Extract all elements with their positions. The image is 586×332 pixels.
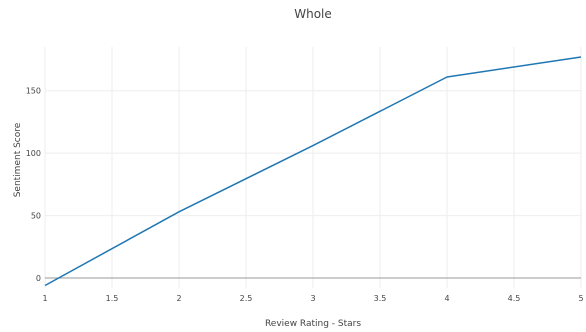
- series-line: [44, 56, 582, 287]
- x-tick-label: 2.5: [240, 294, 253, 303]
- gridlines: [44, 47, 582, 288]
- chart-title: Whole: [294, 7, 332, 21]
- x-tick-label: 5: [578, 294, 583, 303]
- y-tick-label: 100: [26, 149, 41, 158]
- y-axis-ticks: 0 50 100 150: [26, 87, 41, 283]
- x-tick-label: 3.5: [374, 294, 387, 303]
- x-tick-label: 4: [444, 294, 449, 303]
- x-axis-label: Review Rating - Stars: [265, 319, 361, 329]
- y-axis-label: Sentiment Score: [13, 122, 23, 197]
- y-tick-label: 0: [36, 274, 41, 283]
- series-lines: [44, 56, 582, 287]
- x-tick-label: 1: [42, 294, 47, 303]
- x-tick-label: 2: [176, 294, 181, 303]
- x-tick-label: 3: [310, 294, 315, 303]
- y-tick-label: 150: [26, 87, 41, 96]
- x-tick-label: 1.5: [106, 294, 119, 303]
- y-tick-label: 50: [31, 212, 41, 221]
- x-axis-ticks: 1 1.5 2 2.5 3 3.5 4 4.5 5: [42, 294, 583, 303]
- x-tick-label: 4.5: [508, 294, 521, 303]
